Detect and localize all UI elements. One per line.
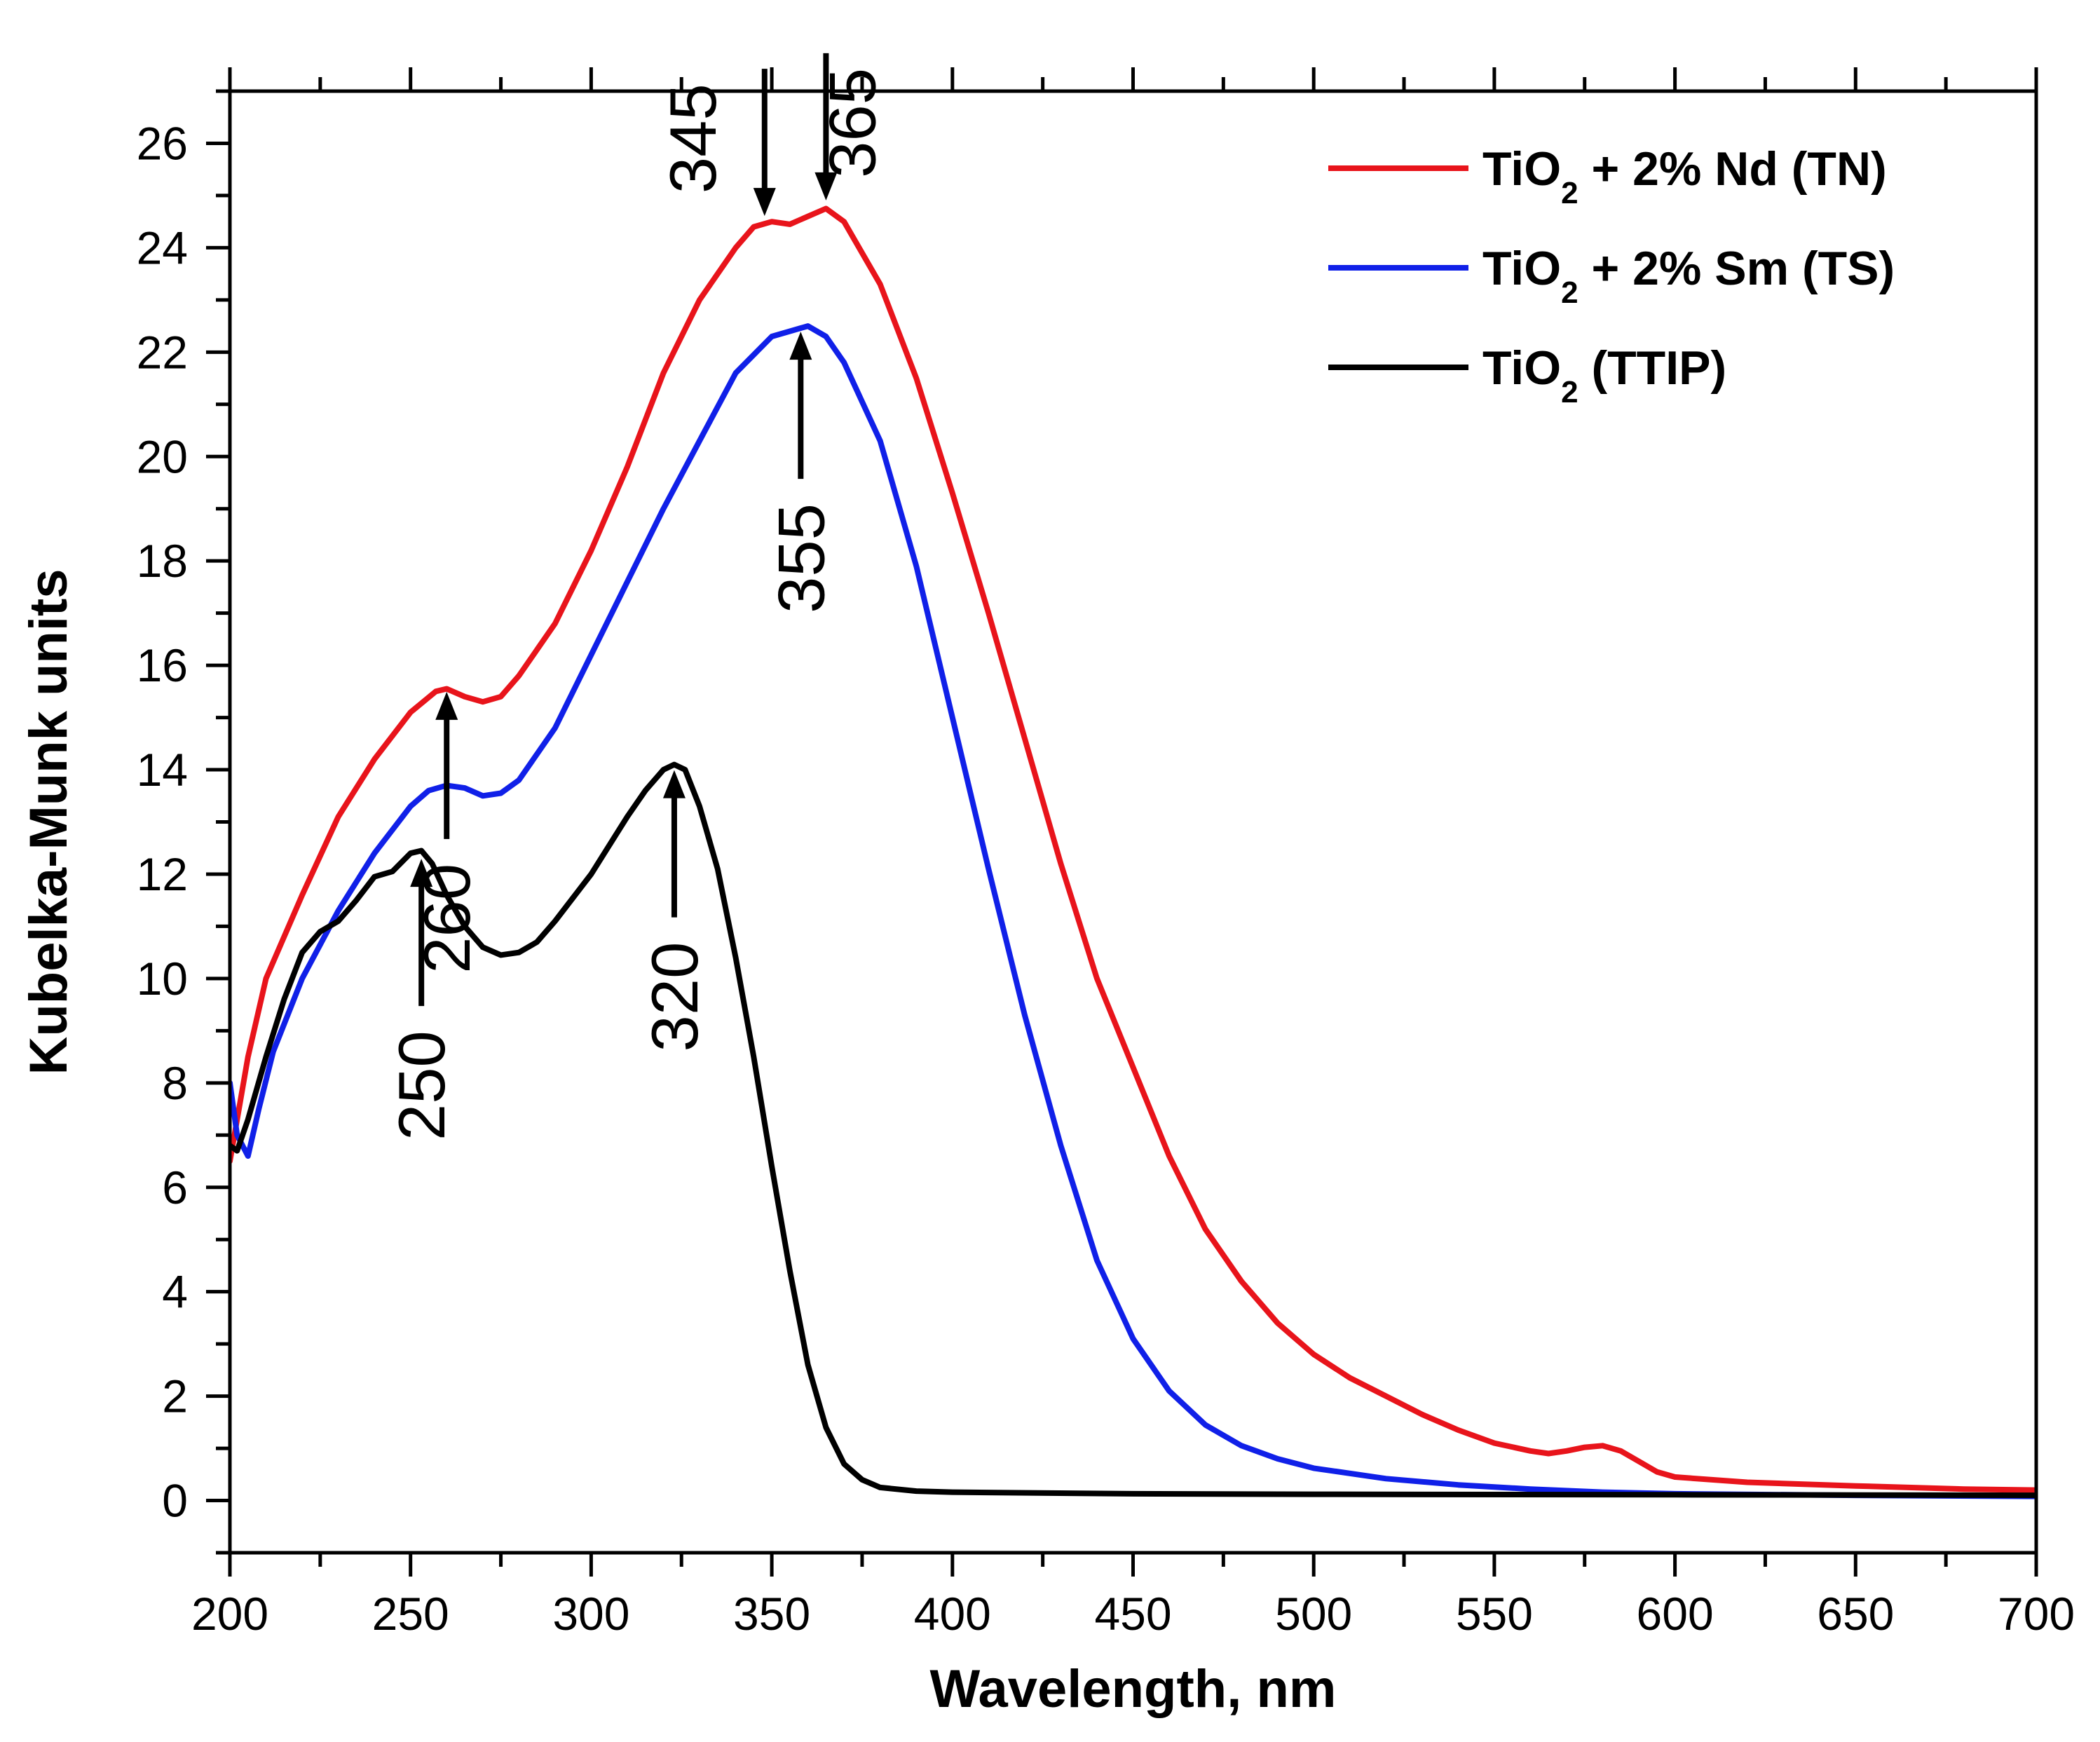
- annotation-arrow-head: [789, 332, 812, 360]
- x-axis-title: Wavelength, nm: [930, 1659, 1337, 1719]
- x-tick-label: 700: [1998, 1588, 2075, 1640]
- x-tick-label: 500: [1275, 1588, 1352, 1640]
- annotation-arrow-head: [753, 188, 776, 217]
- legend: TiO2 + 2% Nd (TN) TiO2 + 2% Sm (TS) TiO2 (…: [1328, 142, 1895, 409]
- y-tick-label: 6: [162, 1162, 188, 1213]
- annotation-label: 365: [815, 68, 889, 178]
- y-tick-label: 0: [162, 1475, 188, 1527]
- y-tick-label: 24: [137, 222, 188, 273]
- y-tick-label: 2: [162, 1370, 188, 1422]
- legend-label-2: TiO2 + 2% Sm (TS): [1482, 242, 1895, 310]
- y-tick-label: 8: [162, 1057, 188, 1109]
- annotation-arrow-head: [662, 770, 686, 798]
- x-tick-label: 400: [914, 1588, 991, 1640]
- annotation-arrow-head: [435, 691, 458, 720]
- x-tick-label: 550: [1456, 1588, 1533, 1640]
- annotation-label: 355: [764, 503, 838, 613]
- series-line-3: [230, 761, 2036, 1499]
- x-tick-label: 650: [1817, 1588, 1894, 1640]
- y-tick-label: 4: [162, 1266, 188, 1318]
- series-line-2: [230, 323, 2036, 1499]
- x-tick-label: 200: [191, 1588, 268, 1640]
- annotation-label: 250: [385, 1030, 458, 1141]
- y-tick-label: 12: [137, 848, 188, 900]
- y-tick-label: 14: [137, 744, 188, 796]
- legend-label-1: TiO2 + 2% Nd (TN): [1482, 142, 1887, 210]
- x-tick-label: 350: [733, 1588, 810, 1640]
- y-tick-label: 20: [137, 430, 188, 482]
- legend-label-3: TiO2 (TTIP): [1482, 341, 1726, 409]
- x-tick-label: 450: [1094, 1588, 1171, 1640]
- y-tick-label: 18: [137, 535, 188, 587]
- plot-lines: [230, 205, 2036, 1499]
- x-tick-label: 250: [372, 1588, 449, 1640]
- series-line-1: [230, 205, 2036, 1493]
- y-tick-label: 10: [137, 953, 188, 1005]
- y-axis-title: Kubelka-Munk units: [19, 569, 79, 1075]
- annotation-label: 345: [656, 83, 730, 193]
- y-tick-label: 22: [137, 326, 188, 378]
- annotation-label: 320: [638, 942, 711, 1052]
- x-tick-label: 600: [1637, 1588, 1714, 1640]
- x-tick-label: 300: [552, 1588, 629, 1640]
- annotation-arrow-head: [814, 172, 838, 200]
- x-axis: 200 250 300 350 400 450 500 550 600 650 700: [191, 67, 2075, 1640]
- y-tick-label: 26: [137, 117, 188, 169]
- annotation-arrow-head: [410, 859, 433, 887]
- y-tick-label: 16: [137, 639, 188, 691]
